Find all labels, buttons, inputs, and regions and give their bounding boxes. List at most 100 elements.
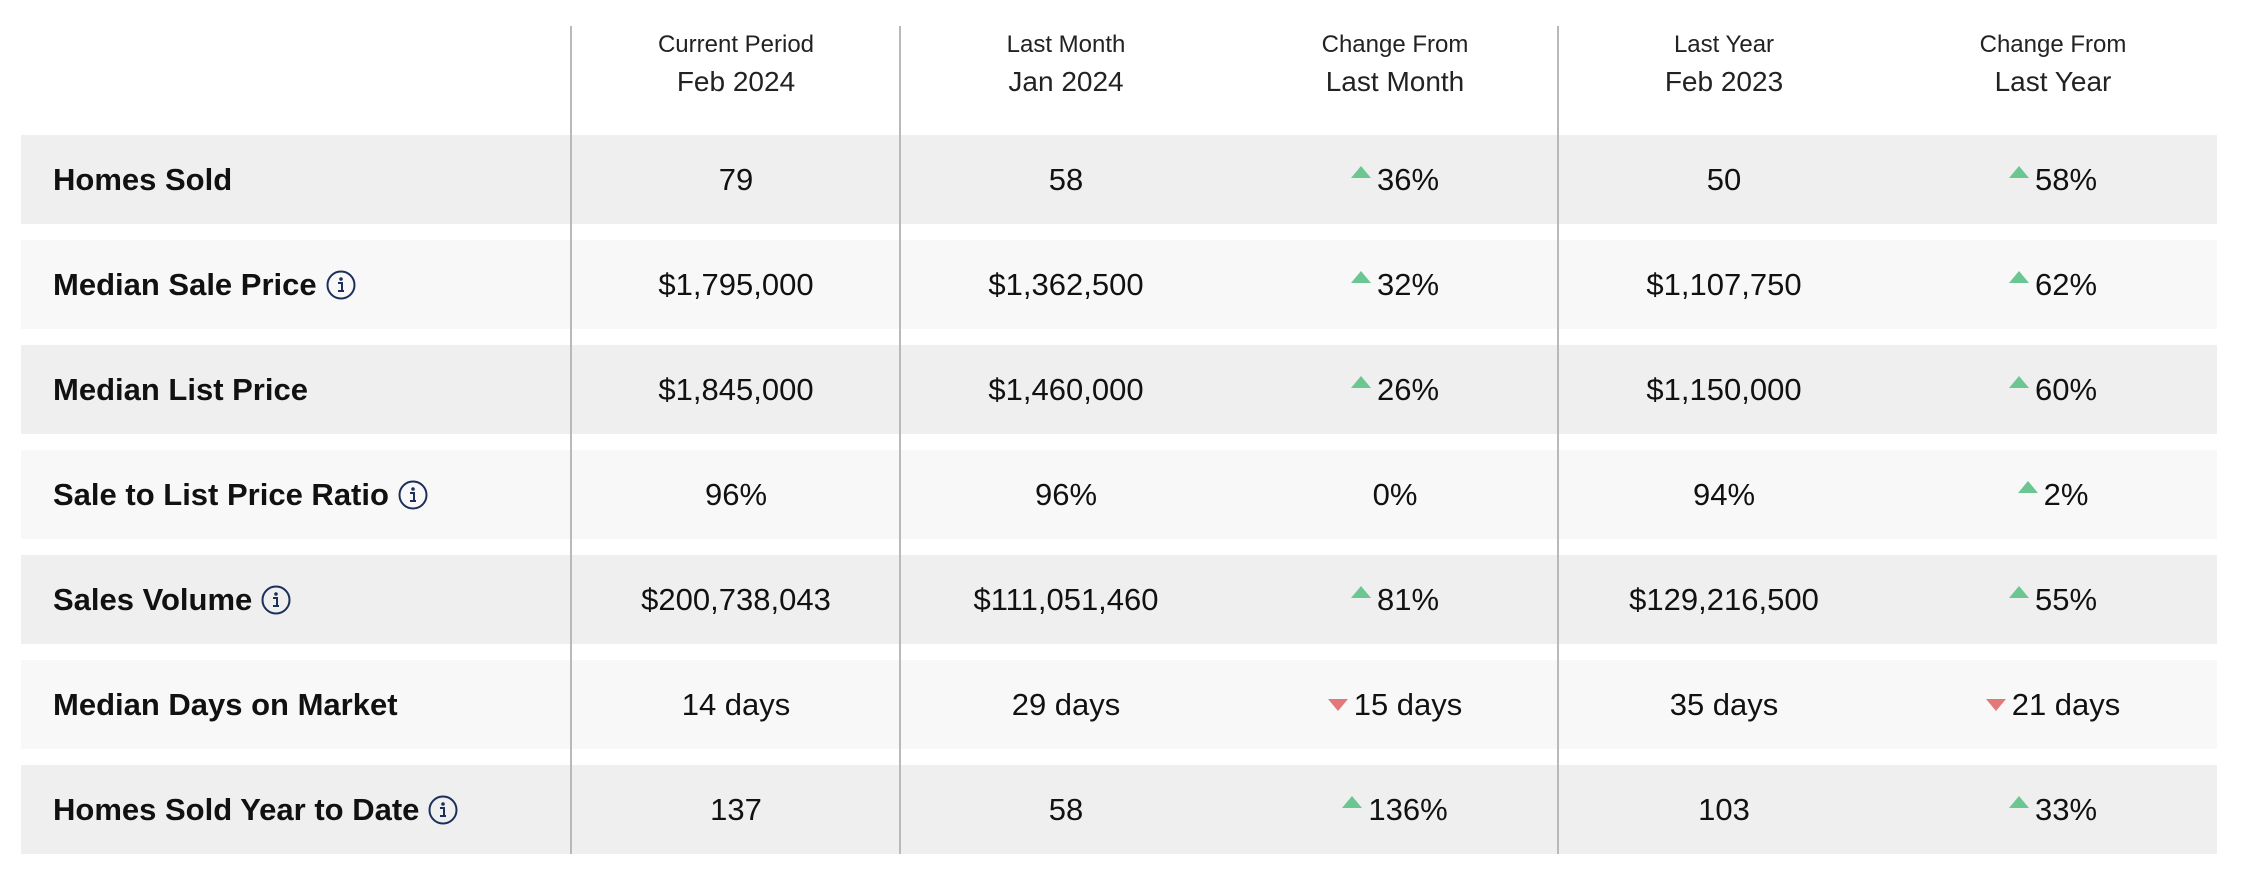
triangle-up-icon <box>1342 795 1363 808</box>
row-label-text: Median Days on Market <box>53 686 398 722</box>
table-header: Current Period Feb 2024 Last Month Jan 2… <box>21 26 2217 135</box>
cell-change-month: 32% <box>1230 240 1560 329</box>
cell-change-year: 60% <box>1888 345 2218 434</box>
row-label-text: Sales Volume <box>53 581 253 617</box>
triangle-up-icon <box>1350 375 1371 388</box>
row-label: Homes Sold Year to Date <box>53 765 459 854</box>
row-label: Median List Price <box>53 345 308 434</box>
header-sub: Last Year <box>1673 31 1775 58</box>
row-label-text: Homes Sold <box>53 161 233 197</box>
cell-change-year: 2% <box>1888 450 2218 539</box>
change-value: 136% <box>1368 791 1448 827</box>
triangle-up-icon <box>2008 270 2029 283</box>
info-circle-icon[interactable] <box>260 584 292 616</box>
cell-current: $1,845,000 <box>658 371 814 407</box>
info-circle-icon[interactable] <box>397 479 429 511</box>
header-sub: Change From <box>1979 31 2127 58</box>
row-label: Median Sale Price <box>53 240 357 329</box>
row-label-text: Sale to List Price Ratio <box>53 476 389 512</box>
market-stats-table: Current Period Feb 2024 Last Month Jan 2… <box>21 26 2217 854</box>
cell-current: 137 <box>710 791 762 827</box>
change-value: 60% <box>2034 371 2098 407</box>
column-divider <box>570 26 572 854</box>
cell-last-year: 94% <box>1692 476 1756 512</box>
row-label-text: Homes Sold Year to Date <box>53 791 420 827</box>
table-row: Homes Sold Year to Date 137 58 136% 103 33% <box>21 765 2217 854</box>
cell-change-year: 21 days <box>1888 660 2218 749</box>
cell-current: $1,795,000 <box>658 266 814 302</box>
triangle-up-icon <box>2008 165 2029 178</box>
table-row: Sales Volume $200,738,043 $111,051,460 81% $… <box>21 555 2217 644</box>
change-value: 62% <box>2034 266 2098 302</box>
triangle-up-icon <box>1350 165 1371 178</box>
change-value: 2% <box>2043 476 2089 512</box>
cell-change-year: 62% <box>1888 240 2218 329</box>
cell-last-year: 103 <box>1698 791 1750 827</box>
cell-last-month: $1,362,500 <box>988 266 1144 302</box>
header-main: Last Month <box>1325 66 1465 97</box>
row-label: Sales Volume <box>53 555 292 644</box>
row-label-text: Median List Price <box>53 371 308 407</box>
cell-last-month: $111,051,460 <box>973 581 1159 617</box>
cell-last-month: 58 <box>1048 791 1084 827</box>
cell-current: $200,738,043 <box>641 581 831 617</box>
change-value: 15 days <box>1353 686 1463 722</box>
header-change-last-year: Change From Last Year <box>1888 26 2218 102</box>
cell-change-year: 55% <box>1888 555 2218 644</box>
change-value: 21 days <box>2011 686 2121 722</box>
cell-change-month: 81% <box>1230 555 1560 644</box>
cell-change-year: 33% <box>1888 765 2218 854</box>
table-row: Median Sale Price $1,795,000 $1,362,500 32%… <box>21 240 2217 329</box>
change-value: 81% <box>1376 581 1440 617</box>
change-value: 26% <box>1376 371 1440 407</box>
row-label: Homes Sold <box>53 135 232 224</box>
cell-last-year: 50 <box>1706 161 1742 197</box>
cell-change-month: 36% <box>1230 135 1560 224</box>
cell-current: 14 days <box>681 686 791 722</box>
column-divider <box>899 26 901 854</box>
header-sub: Last Month <box>1006 31 1126 58</box>
cell-last-year: $1,107,750 <box>1646 266 1802 302</box>
triangle-up-icon <box>1350 270 1371 283</box>
triangle-up-icon <box>2008 585 2029 598</box>
table-row: Sale to List Price Ratio 96% 96% 0% 94% 2% <box>21 450 2217 539</box>
header-main: Last Year <box>1994 66 2112 97</box>
cell-last-year: $129,216,500 <box>1629 581 1819 617</box>
cell-change-year: 58% <box>1888 135 2218 224</box>
cell-last-year: $1,150,000 <box>1646 371 1802 407</box>
cell-change-month: 26% <box>1230 345 1560 434</box>
header-main: Jan 2024 <box>1008 66 1124 97</box>
change-value: 36% <box>1376 161 1440 197</box>
cell-last-year: 35 days <box>1669 686 1779 722</box>
info-circle-icon[interactable] <box>325 269 357 301</box>
triangle-up-icon <box>2008 375 2029 388</box>
triangle-up-icon <box>1350 585 1371 598</box>
change-value: 58% <box>2034 161 2098 197</box>
column-divider <box>1557 26 1559 854</box>
row-label-text: Median Sale Price <box>53 266 317 302</box>
header-main: Feb 2023 <box>1664 66 1784 97</box>
cell-last-month: 29 days <box>1011 686 1121 722</box>
table-row: Homes Sold 79 58 36% 50 58% <box>21 135 2217 224</box>
row-label: Median Days on Market <box>53 660 398 749</box>
header-last-year: Last Year Feb 2023 <box>1559 26 1889 102</box>
triangle-up-icon <box>2008 795 2029 808</box>
cell-current: 79 <box>718 161 754 197</box>
cell-current: 96% <box>704 476 768 512</box>
cell-last-month: 96% <box>1034 476 1098 512</box>
header-last-month: Last Month Jan 2024 <box>901 26 1231 102</box>
triangle-down-icon <box>1985 698 2006 711</box>
header-main: Feb 2024 <box>676 66 796 97</box>
triangle-down-icon <box>1327 698 1348 711</box>
change-value: 32% <box>1376 266 1440 302</box>
cell-change-month: 0% <box>1230 450 1560 539</box>
cell-change-month: 136% <box>1230 765 1560 854</box>
change-value: 0% <box>1372 476 1418 512</box>
header-current-period: Current Period Feb 2024 <box>571 26 901 102</box>
header-sub: Current Period <box>657 31 815 58</box>
cell-change-month: 15 days <box>1230 660 1560 749</box>
cell-last-month: $1,460,000 <box>988 371 1144 407</box>
info-circle-icon[interactable] <box>427 794 459 826</box>
header-change-last-month: Change From Last Month <box>1230 26 1560 102</box>
row-label: Sale to List Price Ratio <box>53 450 429 539</box>
